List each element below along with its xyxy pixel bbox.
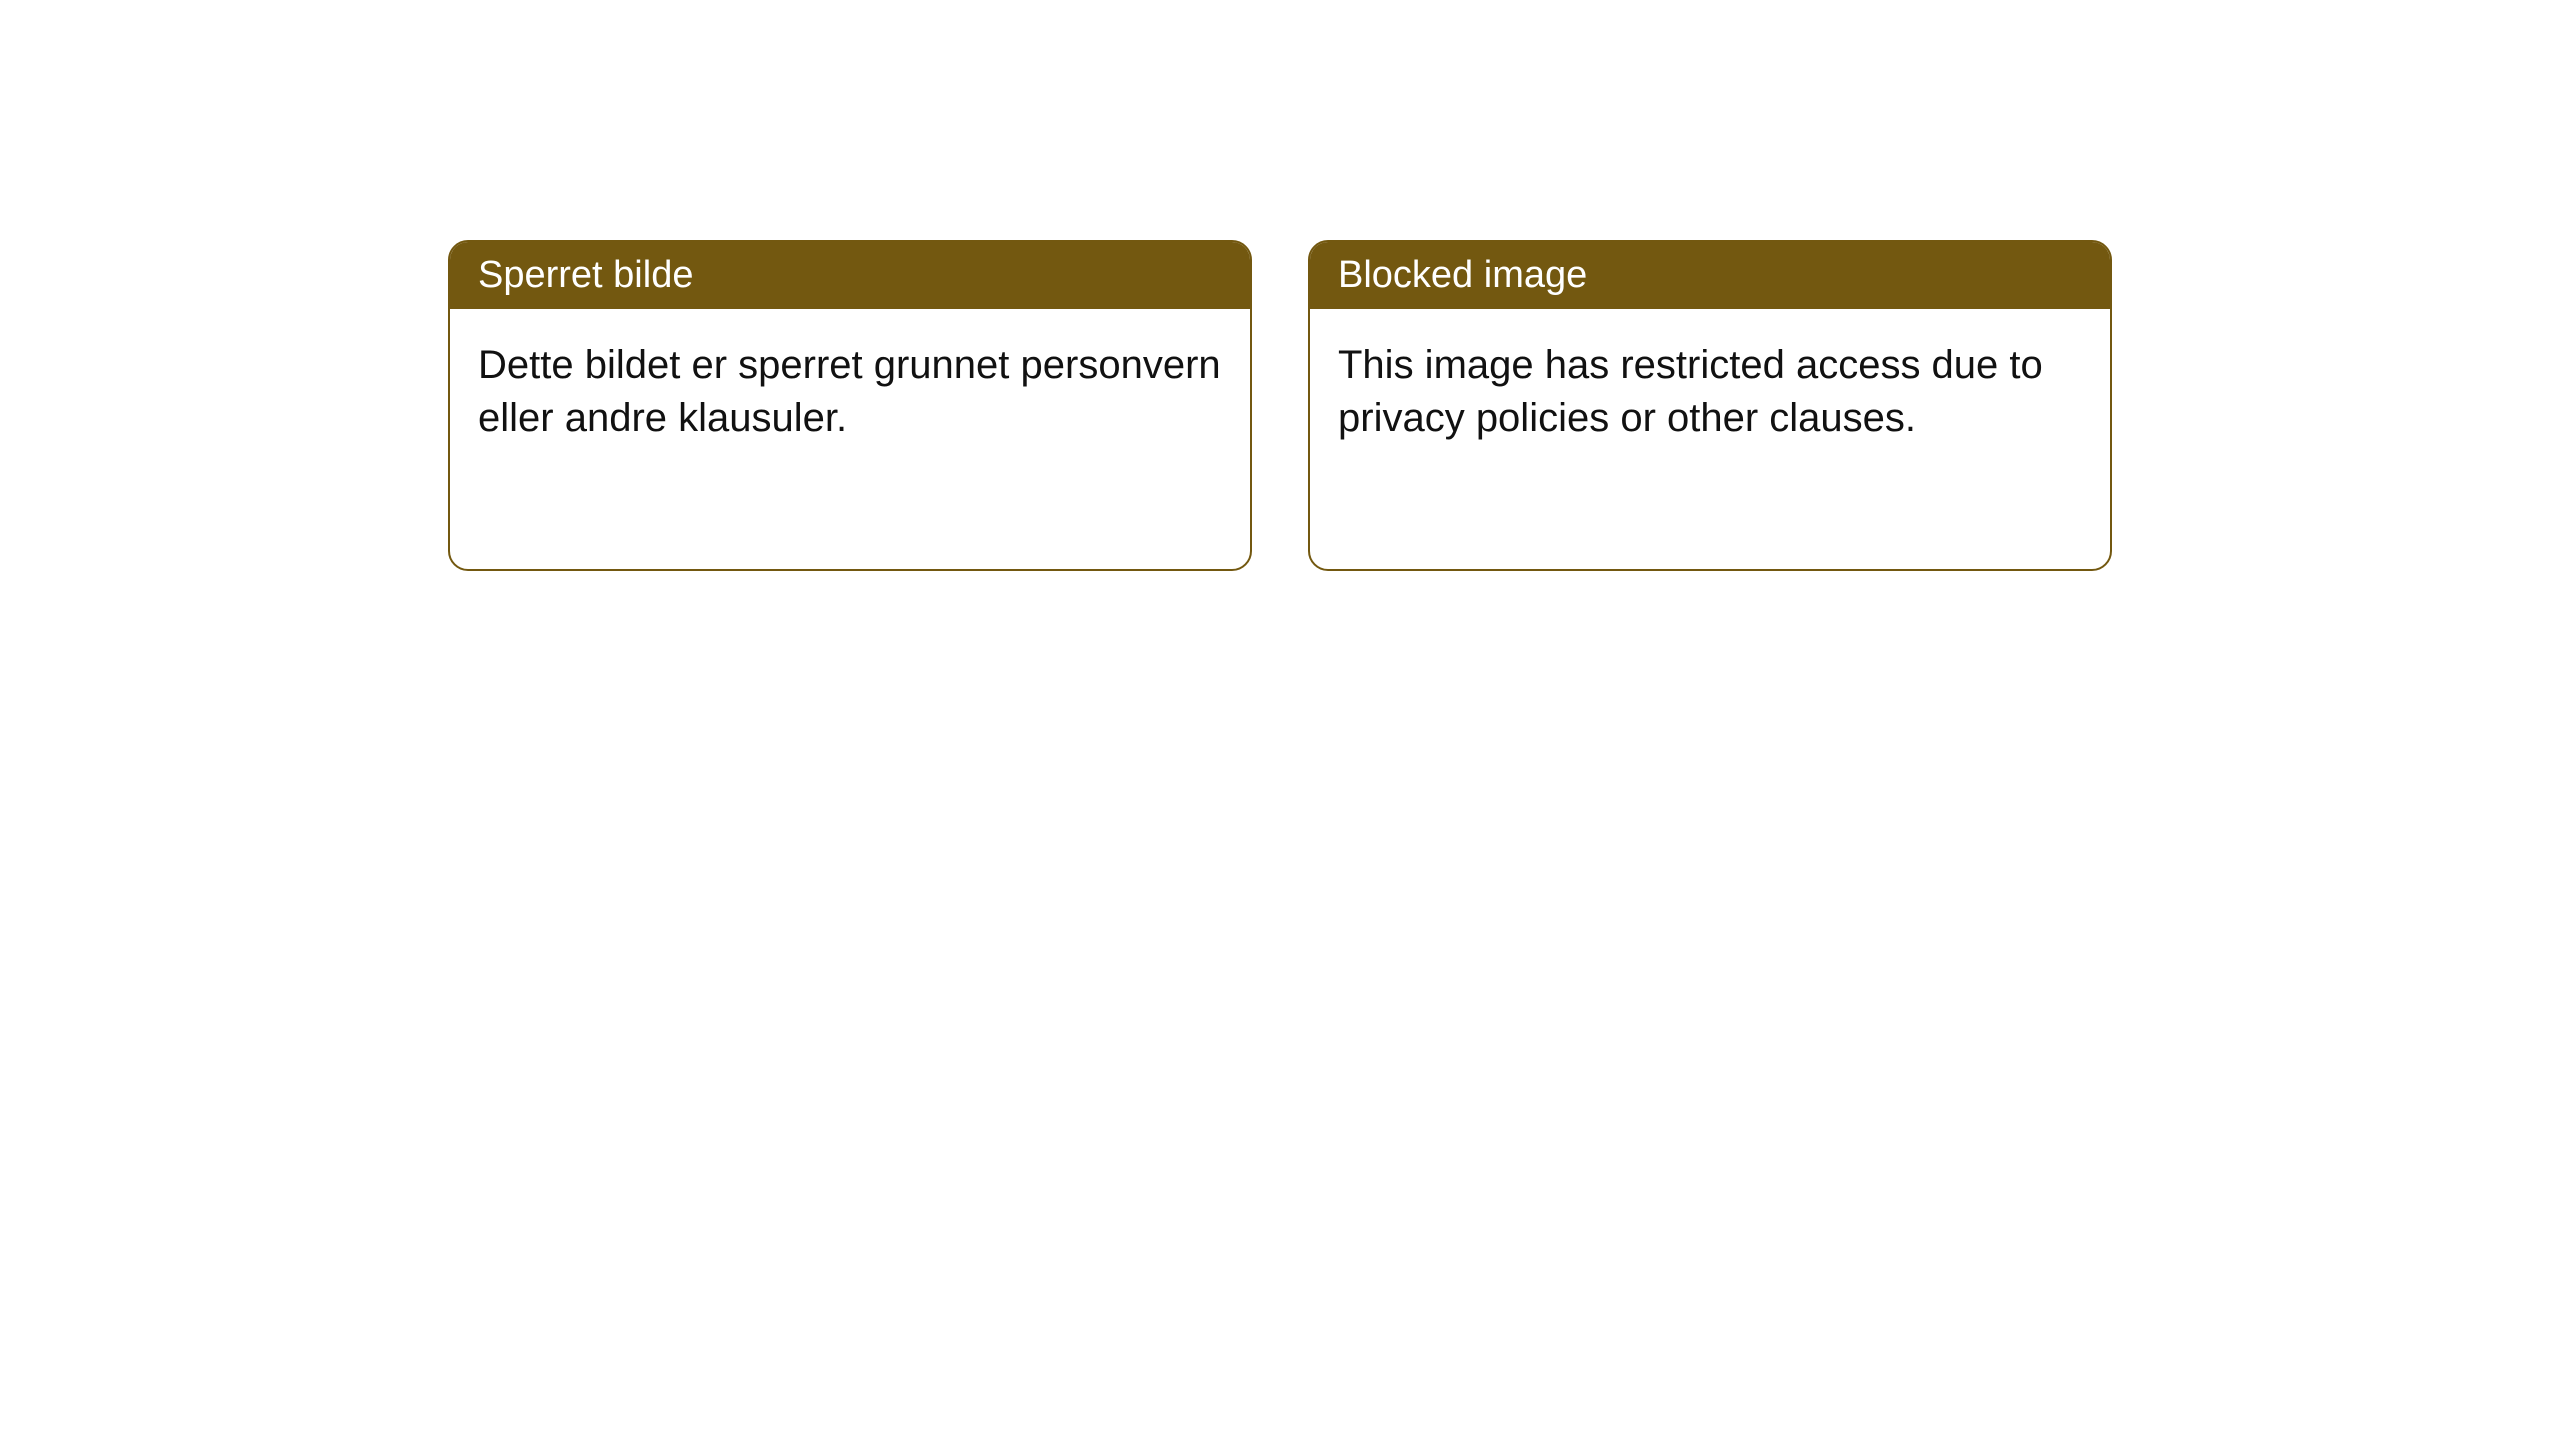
card-header-norwegian: Sperret bilde [450,242,1250,309]
card-body-english: This image has restricted access due to … [1310,309,2110,569]
card-header-english: Blocked image [1310,242,2110,309]
blocked-image-card-norwegian: Sperret bilde Dette bildet er sperret gr… [448,240,1252,571]
card-body-norwegian: Dette bildet er sperret grunnet personve… [450,309,1250,569]
blocked-image-cards-container: Sperret bilde Dette bildet er sperret gr… [448,240,2560,571]
blocked-image-card-english: Blocked image This image has restricted … [1308,240,2112,571]
